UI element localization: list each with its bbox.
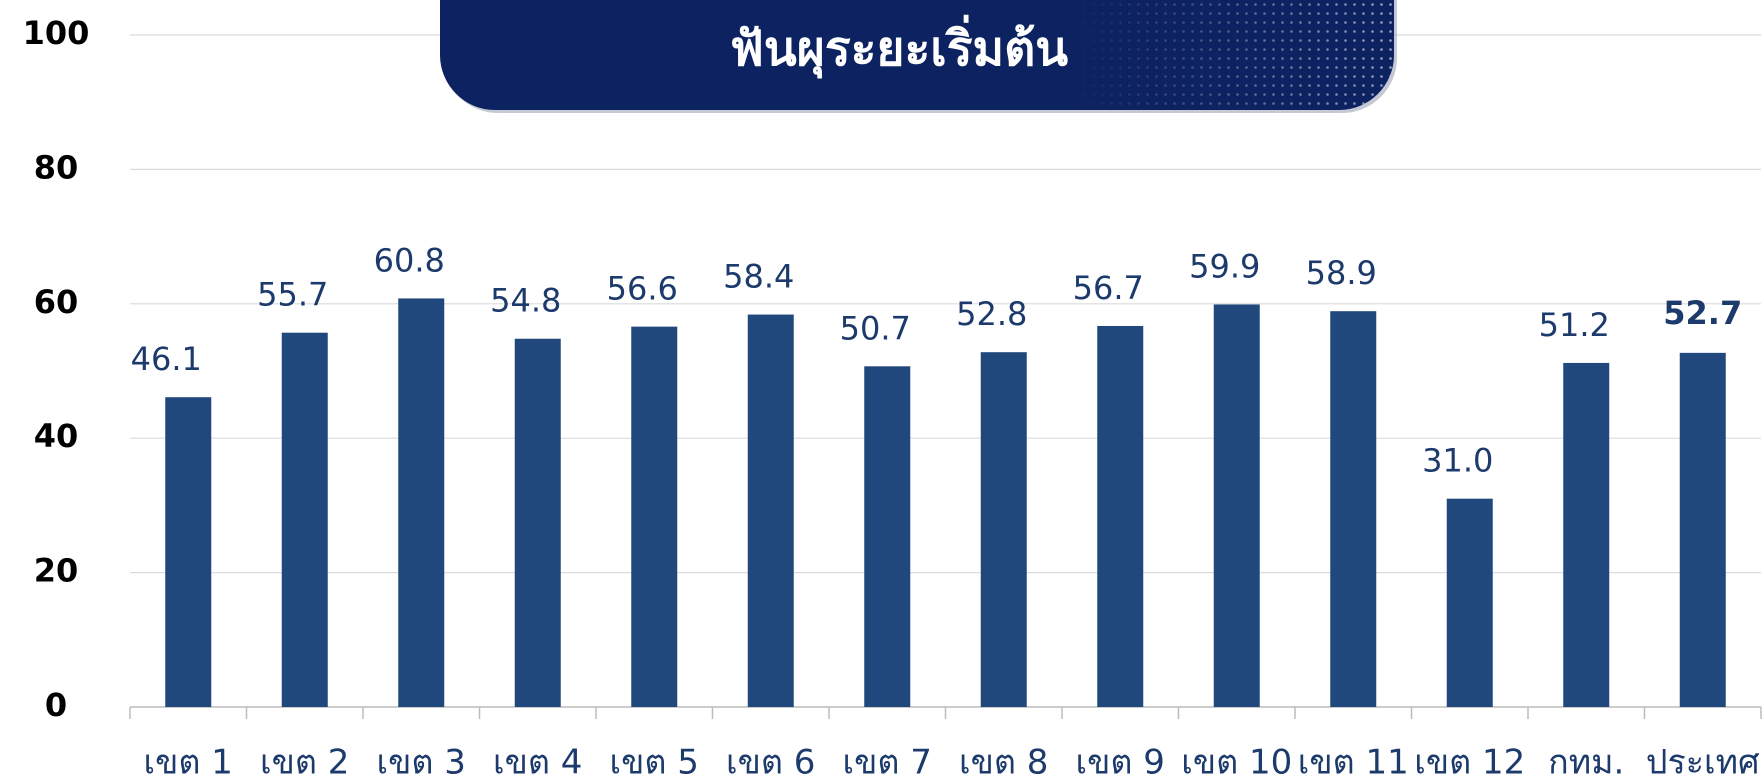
x-tick-label: เขต 11: [1298, 743, 1409, 781]
bar: [281, 332, 328, 707]
bar: [1679, 352, 1726, 707]
y-tick-label: 0: [45, 686, 67, 724]
x-tick-label: เขต 8: [959, 743, 1048, 781]
y-tick-label: 40: [34, 417, 79, 455]
bar: [980, 352, 1027, 707]
x-tick-label: เขต 3: [377, 743, 466, 781]
bar: [1097, 325, 1144, 707]
value-label: 50.7: [840, 309, 911, 347]
x-tick-label: เขต 2: [260, 743, 349, 781]
y-tick-label: 20: [34, 552, 79, 590]
bar: [631, 326, 678, 707]
value-label: 60.8: [374, 241, 445, 279]
value-label: 51.2: [1539, 306, 1610, 344]
x-tick-label: ประเทศ: [1646, 743, 1760, 781]
value-label: 52.8: [956, 295, 1027, 333]
bar: [165, 397, 212, 707]
x-tick-label: เขต 10: [1181, 743, 1292, 781]
bar: [1213, 304, 1260, 707]
value-label: 31.0: [1422, 442, 1493, 480]
value-label: 52.7: [1663, 294, 1742, 332]
value-label: 59.9: [1189, 247, 1260, 285]
value-label: 55.7: [257, 276, 328, 314]
x-tick-label: เขต 9: [1076, 743, 1165, 781]
x-tick-label: เขต 1: [144, 743, 233, 781]
bar: [747, 314, 794, 707]
y-tick-label: 80: [34, 148, 79, 186]
bar: [1330, 311, 1377, 707]
bar: [1563, 362, 1610, 707]
y-tick-label: 60: [34, 283, 79, 321]
bar: [514, 338, 561, 707]
value-label: 46.1: [131, 340, 202, 378]
x-tick-label: เขต 4: [493, 743, 582, 781]
value-label: 58.4: [723, 258, 794, 296]
bar: [1446, 498, 1493, 707]
bar: [398, 298, 445, 707]
y-tick-label: 100: [23, 14, 90, 52]
value-label: 56.6: [607, 270, 678, 308]
x-tick-label: เขต 5: [610, 743, 699, 781]
bar: [864, 366, 911, 707]
x-tick-label: เขต 12: [1414, 743, 1525, 781]
value-label: 54.8: [490, 282, 561, 320]
title-pattern: [1070, 0, 1394, 110]
chart-title: ฟันผุระยะเริ่มต้น: [730, 14, 1068, 79]
x-tick-label: กทม.: [1548, 743, 1624, 781]
value-label: 58.9: [1306, 254, 1377, 292]
x-tick-label: เขต 6: [726, 743, 815, 781]
x-tick-label: เขต 7: [843, 743, 932, 781]
value-label: 56.7: [1073, 269, 1144, 307]
